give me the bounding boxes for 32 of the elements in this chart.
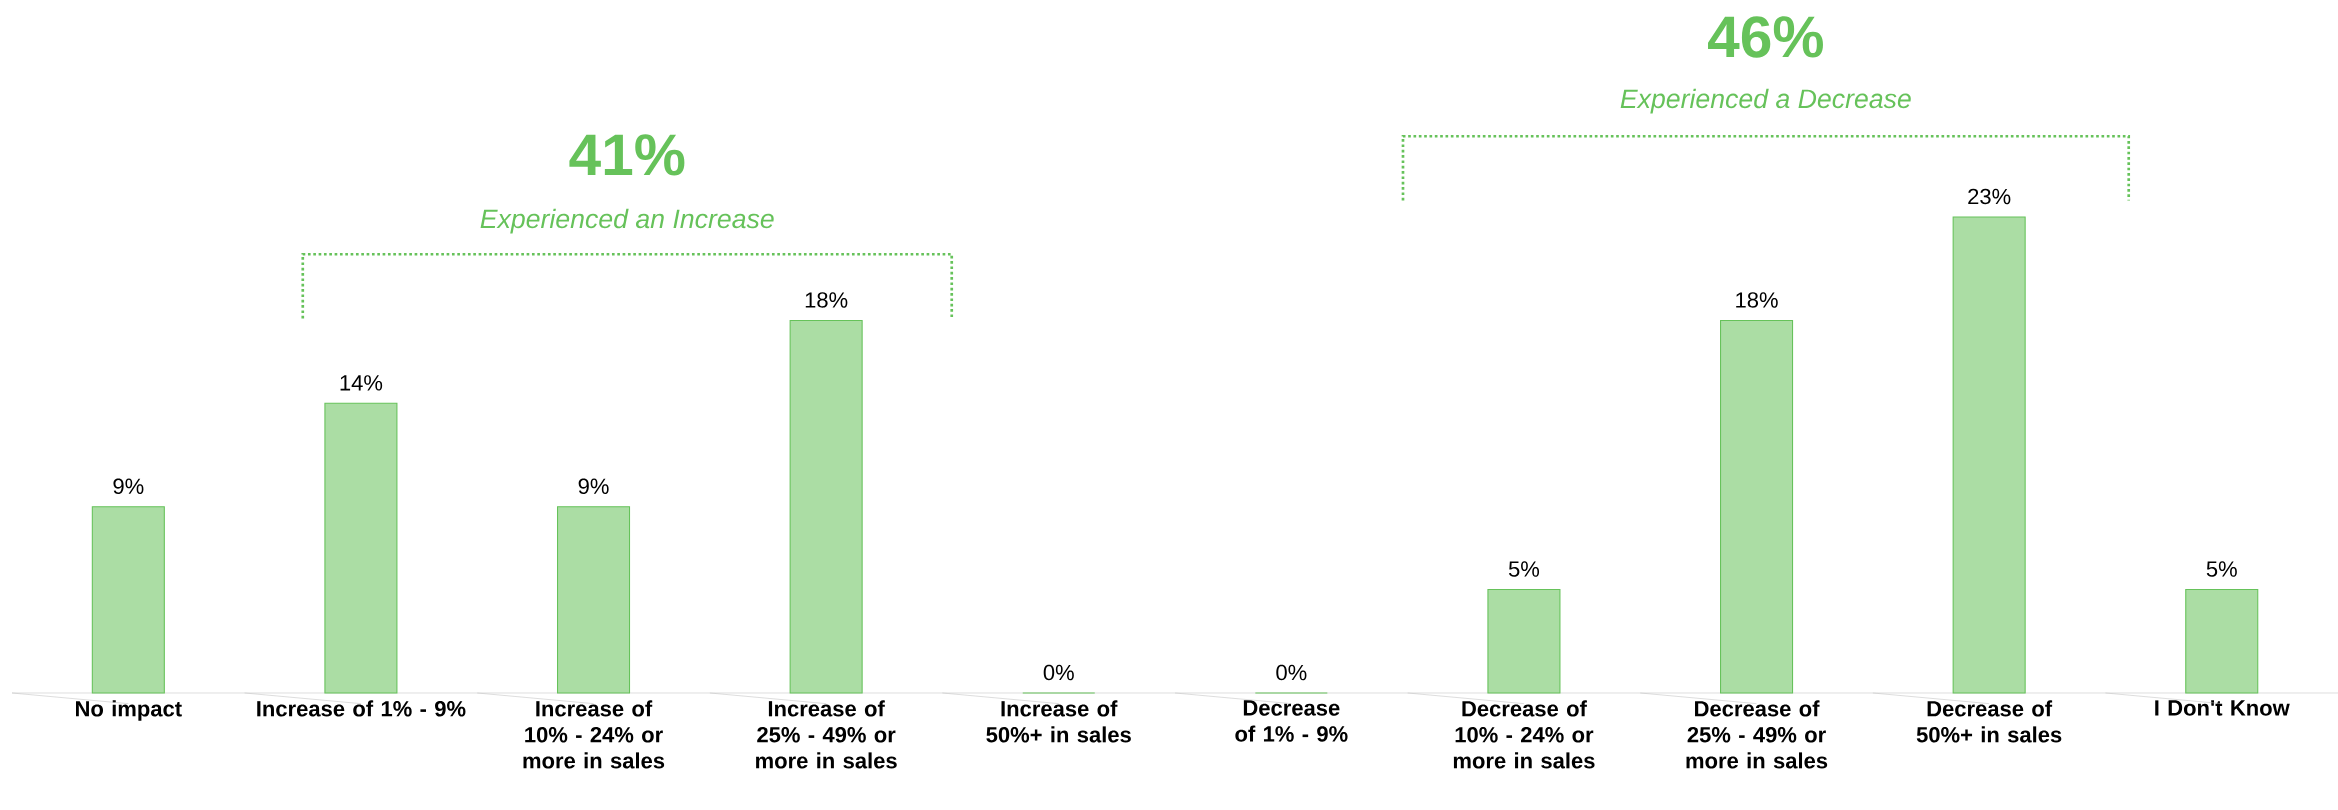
x-tick-label: Increase of 10% - 24% or more in sales: [523, 700, 665, 769]
bar: [1487, 588, 1561, 694]
data-label: 23%: [1968, 188, 2011, 205]
x-tick-label: Increase of 25% - 49% or more in sales: [756, 700, 897, 769]
text: Experienced a Decrease: [1620, 88, 1911, 114]
x-tick-label: I Don't Know: [2155, 700, 2290, 716]
data-label: 0%: [1043, 664, 1074, 681]
text: 46%: [1708, 16, 1823, 58]
data-label: 18%: [1736, 292, 1778, 308]
data-label: 9%: [113, 478, 144, 494]
bar: [1952, 216, 2026, 694]
x-tick-label: Decrease of 25% - 49% or more in sales: [1686, 700, 1828, 769]
bar: [1720, 319, 1794, 694]
data-label: 0%: [1276, 664, 1307, 681]
x-tick-label: Decrease of 1% - 9%: [1235, 700, 1348, 742]
bar: [324, 402, 398, 694]
x-tick-label: Increase of 50%+ in sales: [986, 700, 1131, 743]
x-tick-label: No impact: [76, 700, 182, 721]
bar: [2185, 588, 2259, 694]
data-label: 14%: [340, 375, 383, 391]
bar: [789, 319, 863, 694]
bar: [556, 506, 631, 694]
x-tick-label: Decrease of 50%+ in sales: [1916, 700, 2062, 743]
x-tick-label: Increase of 1% - 9%: [257, 700, 466, 717]
text: 41%: [569, 134, 685, 176]
data-label: 5%: [1508, 561, 1540, 577]
data-label: 18%: [805, 292, 848, 308]
data-label: 5%: [2206, 561, 2237, 577]
x-tick-label: Decrease of 10% - 24% or more in sales: [1453, 700, 1595, 769]
annotation: Experienced an Increase: [480, 208, 774, 234]
bar: [91, 506, 165, 694]
data-label: 9%: [578, 478, 609, 494]
